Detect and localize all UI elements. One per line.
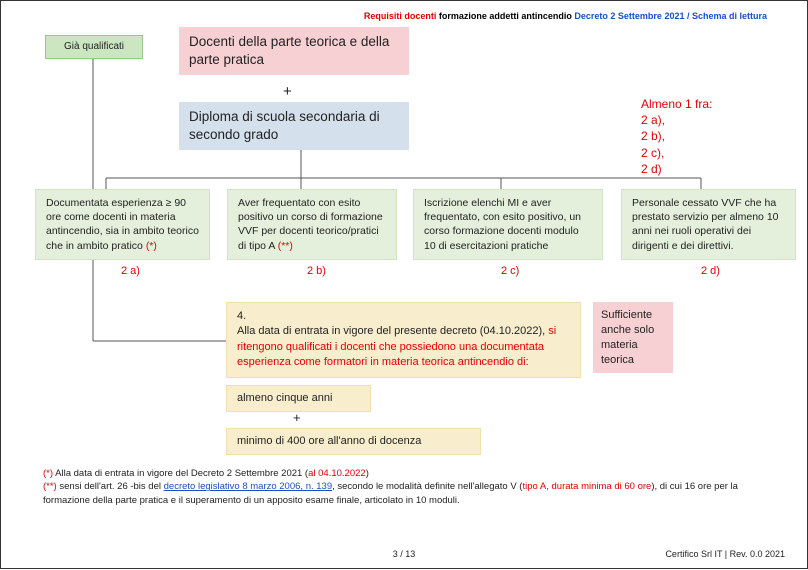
docenti-theory-practice: Docenti della parte teorica e della part… [179,27,409,75]
page-number: 3 / 13 [393,549,416,559]
criterion-2b-star: (**) [278,240,293,252]
footnote-2-t3: , secondo le modalità definite nell'alle… [332,481,522,492]
header-red: Requisiti docenti [364,11,437,21]
header-black: formazione addetti antincendio [436,11,574,21]
label-2c: 2 c) [501,265,519,277]
revision-info: Certifico Srl IT | Rev. 0.0 2021 [665,549,785,559]
page-header: Requisiti docenti formazione addetti ant… [364,11,767,21]
label-2d: 2 d) [701,265,720,277]
atleast-i3: 2 c), [641,145,712,161]
atleast-i2: 2 b), [641,128,712,144]
clause-4-pre: 4. Alla data di entrata in vigore del pr… [237,310,548,337]
criterion-2a-text: Documentata esperienza ≥ 90 ore come doc… [46,197,199,252]
label-2a: 2 a) [121,265,140,277]
min-400-hours: minimo di 400 ore all'anno di docenza [226,428,481,455]
criterion-2b-text: Aver frequentato con esito positivo un c… [238,197,383,252]
at-least-5-years: almeno cinque anni [226,385,371,412]
footnote-2-link: decreto legislativo 8 marzo 2006, n. 139 [164,481,332,492]
footnotes: (*) Alla data di entrata in vigore del D… [43,467,777,507]
footnote-1-t1: Alla data di entrata in vigore del Decre… [53,468,308,479]
criterion-2a: Documentata esperienza ≥ 90 ore come doc… [35,189,210,260]
footnote-2: (**) sensi dell'art. 26 -bis del decreto… [43,480,777,507]
header-blue: Decreto 2 Settembre 2021 / Schema di let… [574,11,767,21]
atleast-head: Almeno 1 fra: [641,96,712,112]
atleast-i4: 2 d) [641,161,712,177]
already-qualified-badge: Già qualificati [45,35,143,59]
footnote-1: (*) Alla data di entrata in vigore del D… [43,467,777,480]
footnote-1-t1b: ) [366,468,369,479]
atleast-i1: 2 a), [641,112,712,128]
criterion-2c: Iscrizione elenchi MI e aver frequentato… [413,189,603,260]
criterion-2b: Aver frequentato con esito positivo un c… [227,189,397,260]
plus-bottom: + [293,410,301,425]
criterion-2a-star: (*) [146,240,157,252]
footnote-2-star: (**) [43,481,57,492]
footnote-2-typeA: tipo A, durata minima di 60 ore [522,481,651,492]
sufficient-theory-only: Sufficiente anche solo materia teorica [593,302,673,373]
plus-top: + [283,83,292,100]
clause-4-box: 4. Alla data di entrata in vigore del pr… [226,302,581,378]
diploma-box: Diploma di scuola secondaria di secondo … [179,102,409,150]
criterion-2d: Personale cessato VVF che ha prestato se… [621,189,796,260]
footnote-2-t2: sensi dell'art. 26 -bis del [57,481,164,492]
footnote-1-star: (*) [43,468,53,479]
footnote-1-date: al 04.10.2022 [308,468,366,479]
label-2b: 2 b) [307,265,326,277]
at-least-one-of: Almeno 1 fra: 2 a), 2 b), 2 c), 2 d) [641,96,712,177]
